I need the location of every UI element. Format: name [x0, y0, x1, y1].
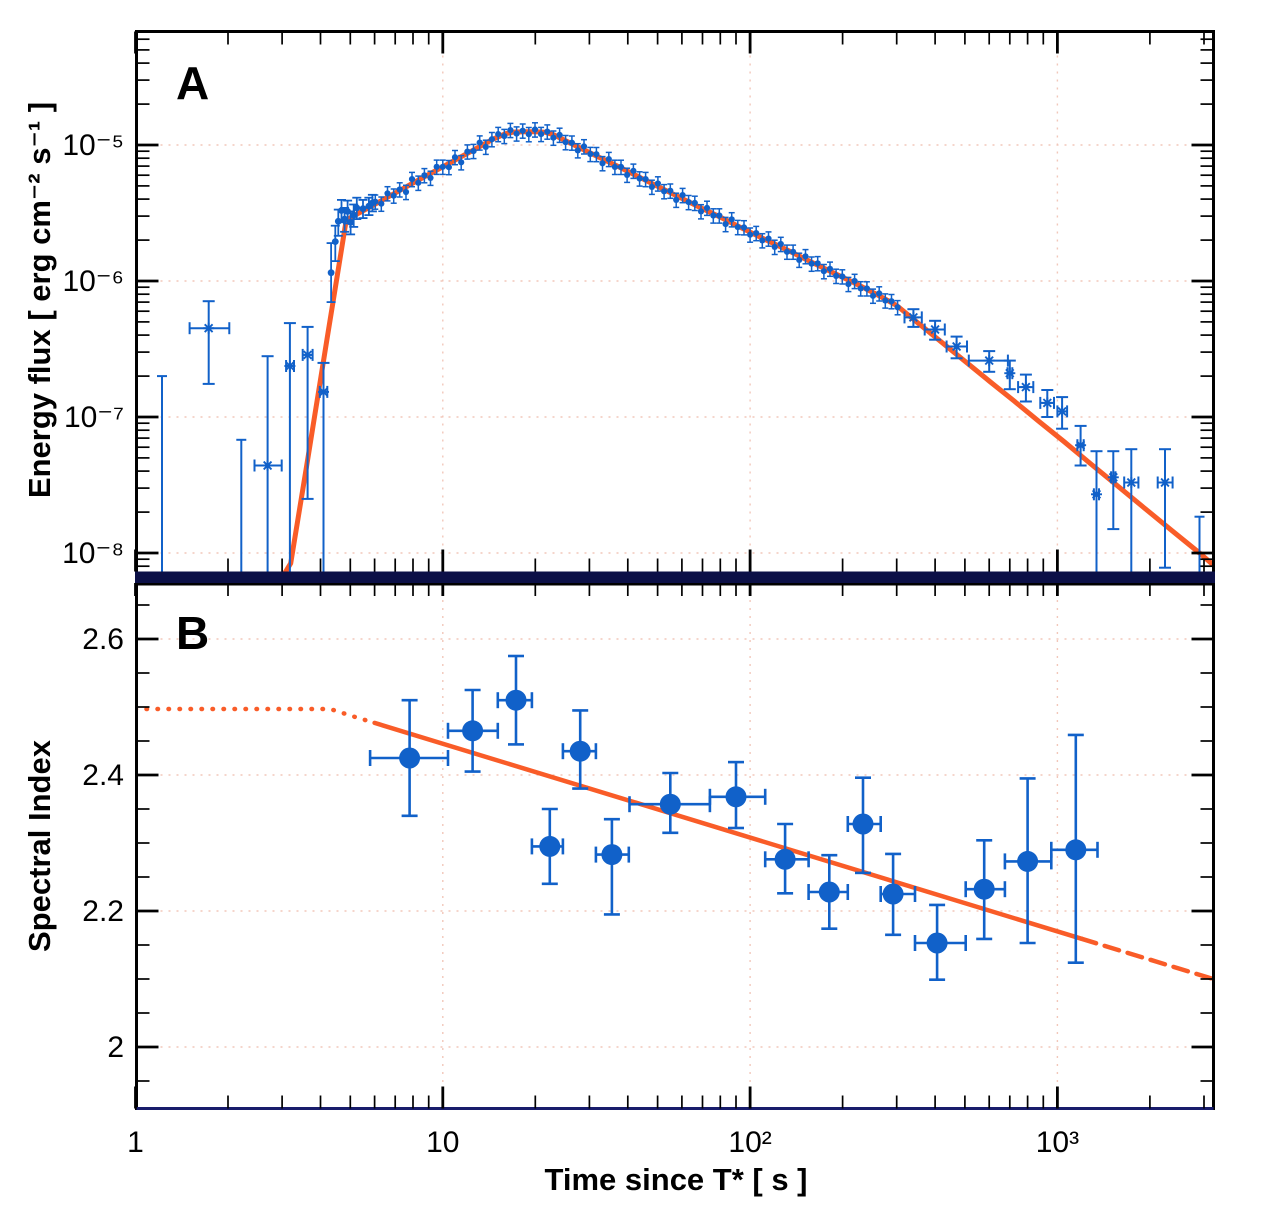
svg-text:10⁻⁸: 10⁻⁸ [62, 537, 124, 570]
svg-text:2.4: 2.4 [82, 759, 124, 792]
svg-text:10⁻⁵: 10⁻⁵ [62, 129, 124, 162]
svg-text:10³: 10³ [1036, 1126, 1079, 1159]
x-axis-title: Time since T* [ s ] [544, 1162, 808, 1197]
panel-b-y-axis-title: Spectral Index [22, 740, 57, 952]
svg-text:10: 10 [426, 1126, 459, 1159]
svg-text:2: 2 [107, 1031, 124, 1064]
svg-text:10⁻⁷: 10⁻⁷ [64, 401, 124, 434]
panel-a-y-axis-title: Energy flux [ erg cm⁻² s⁻¹ ] [22, 101, 57, 499]
panel-b-label: B [176, 607, 210, 659]
svg-text:2.2: 2.2 [82, 895, 124, 928]
svg-text:2.6: 2.6 [82, 623, 124, 656]
panel-a-label: A [176, 57, 210, 109]
svg-text:1: 1 [127, 1126, 144, 1159]
svg-text:10²: 10² [728, 1126, 771, 1159]
svg-text:10⁻⁶: 10⁻⁶ [62, 265, 124, 298]
